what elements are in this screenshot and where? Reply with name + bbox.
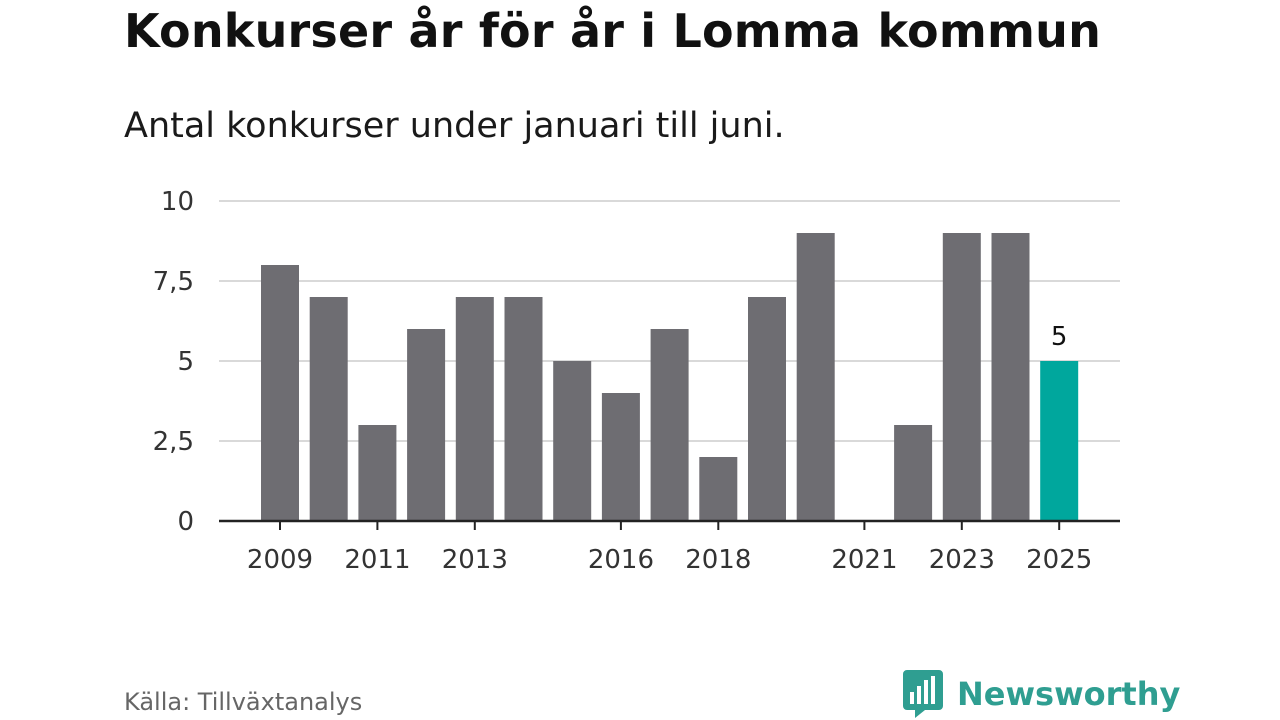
brand-logo: Newsworthy	[903, 670, 1180, 718]
bar-2009	[261, 265, 299, 521]
bar-2010	[309, 297, 348, 521]
x-tick-label: 2016	[588, 545, 654, 575]
bar-2022	[894, 425, 933, 521]
x-tick-label: 2009	[247, 545, 313, 575]
bar-chart: 02,557,510 2009 2011 2013 2016 2018 2021 2023 2…	[153, 187, 1120, 575]
x-tick-label: 2025	[1026, 545, 1092, 575]
bar-2018	[699, 457, 738, 521]
bar-2014	[504, 297, 543, 521]
brand-name: Newsworthy	[957, 675, 1181, 713]
bar-2023	[942, 233, 981, 521]
bars	[261, 233, 1079, 521]
x-tick-label: 2021	[831, 545, 897, 575]
y-tick-label: 0	[177, 507, 194, 537]
bar-2013	[455, 297, 494, 521]
bar-2012	[407, 329, 446, 521]
data-labels: 5	[1051, 322, 1068, 352]
bar-2016	[601, 393, 640, 521]
bar-2025	[1040, 361, 1079, 521]
y-tick-label: 7,5	[153, 267, 194, 297]
x-axis-tick-labels: 2009 2011 2013 2016 2018 2021 2023 2025	[247, 521, 1092, 575]
bar-2011	[358, 425, 397, 521]
bar-2020	[796, 233, 835, 521]
chart-title: Konkurser år för år i Lomma kommun	[124, 4, 1102, 58]
bar-2024	[991, 233, 1030, 521]
bar-2017	[650, 329, 689, 521]
x-tick-label: 2011	[344, 545, 410, 575]
x-tick-label: 2023	[929, 545, 995, 575]
chart-subtitle: Antal konkurser under januari till juni.	[124, 106, 785, 146]
bar-2019	[748, 297, 786, 521]
newsworthy-logo-icon	[903, 670, 943, 718]
y-axis-tick-labels: 0 2,5 5 7,5 10	[153, 187, 194, 537]
y-tick-label: 2,5	[153, 427, 194, 457]
y-tick-label: 10	[161, 187, 194, 217]
y-tick-label: 5	[177, 347, 194, 377]
bar-2015	[553, 361, 592, 521]
x-tick-label: 2013	[442, 545, 508, 575]
x-tick-label: 2018	[685, 545, 751, 575]
source-note: Källa: Tillväxtanalys	[124, 688, 363, 716]
data-label-2025: 5	[1051, 322, 1068, 352]
